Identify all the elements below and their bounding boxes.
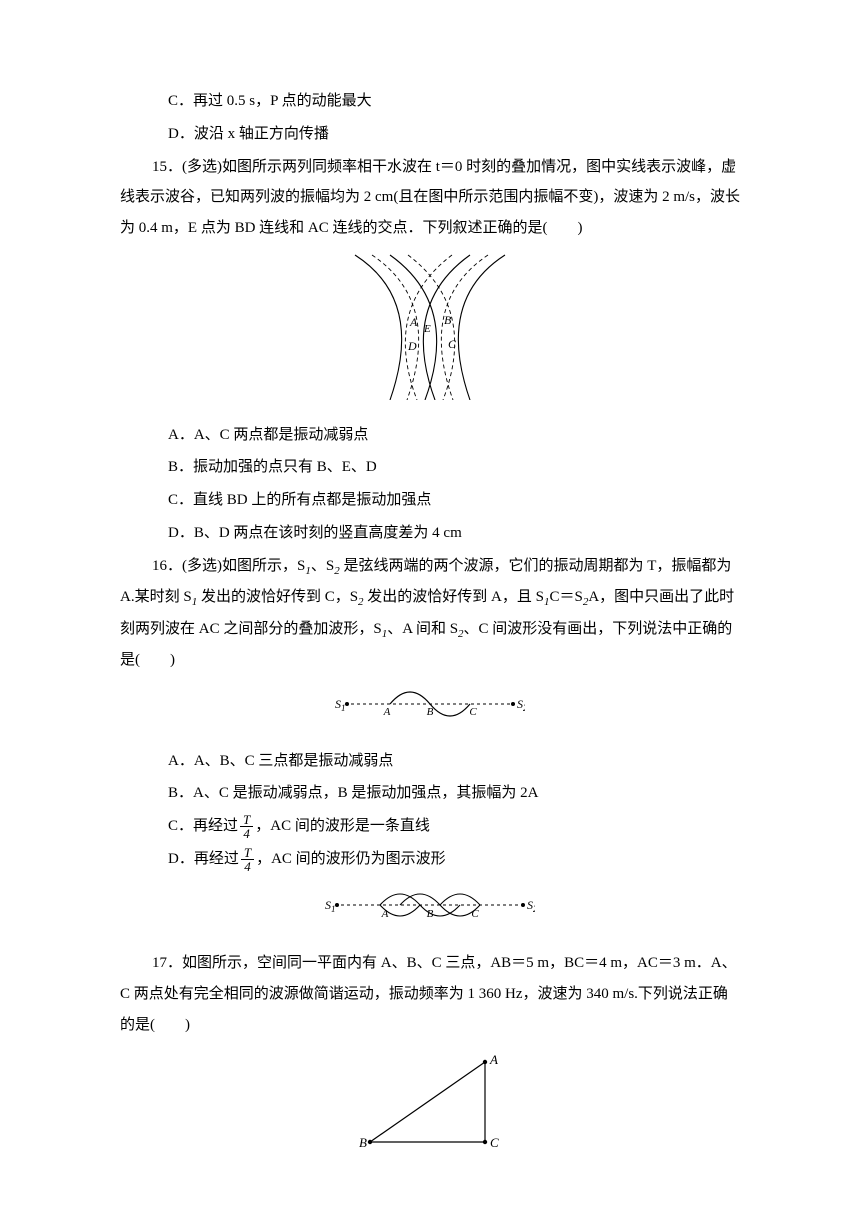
q17-figure: A B C bbox=[120, 1047, 740, 1169]
svg-text:B: B bbox=[359, 1135, 367, 1150]
svg-text:B: B bbox=[427, 908, 434, 920]
q15-stem: 15．(多选)如图所示两列同频率相干水波在 t＝0 时刻的叠加情况，图中实线表示… bbox=[120, 152, 740, 244]
q16-option-c: C．再经过T4，AC 间的波形是一条直线 bbox=[120, 811, 740, 842]
q15-option-d: D．B、D 两点在该时刻的竖直高度差为 4 cm bbox=[120, 518, 740, 549]
svg-text:A: A bbox=[409, 315, 418, 329]
q15-figure: A B E D C bbox=[120, 250, 740, 412]
svg-text:B: B bbox=[427, 706, 434, 718]
svg-text:C: C bbox=[469, 706, 477, 718]
svg-text:C: C bbox=[490, 1135, 499, 1150]
svg-text:S1: S1 bbox=[325, 898, 336, 914]
svg-text:C: C bbox=[471, 908, 479, 920]
svg-text:S1: S1 bbox=[335, 697, 346, 713]
svg-text:D: D bbox=[407, 339, 417, 353]
q16-option-a: A．A、B、C 三点都是振动减弱点 bbox=[120, 746, 740, 777]
q16-figure-2: S1 S2 A B C bbox=[120, 881, 740, 941]
q16-option-d: D．再经过T4，AC 间的波形仍为图示波形 bbox=[120, 844, 740, 875]
q17-stem: 17．如图所示，空间同一平面内有 A、B、C 三点，AB＝5 m，BC＝4 m，… bbox=[120, 948, 740, 1040]
q14-option-c: C．再过 0.5 s，P 点的动能最大 bbox=[120, 86, 740, 117]
svg-text:A: A bbox=[489, 1052, 498, 1067]
string-wave-diagram-1: S1 S2 A B C bbox=[335, 682, 525, 726]
q16-figure-1: S1 S2 A B C bbox=[120, 682, 740, 738]
q16-option-b: B．A、C 是振动减弱点，B 是振动加强点，其振幅为 2A bbox=[120, 778, 740, 809]
svg-text:A: A bbox=[381, 908, 389, 920]
triangle-diagram: A B C bbox=[345, 1047, 515, 1157]
svg-text:S2: S2 bbox=[517, 697, 525, 713]
q15-option-c: C．直线 BD 上的所有点都是振动加强点 bbox=[120, 485, 740, 516]
wave-interference-diagram: A B E D C bbox=[330, 250, 530, 400]
q14-option-d: D．波沿 x 轴正方向传播 bbox=[120, 119, 740, 150]
svg-text:B: B bbox=[444, 313, 452, 327]
q15-option-a: A．A、C 两点都是振动减弱点 bbox=[120, 420, 740, 451]
q16-stem: 16．(多选)如图所示，S1、S2 是弦线两端的两个波源，它们的振动周期都为 T… bbox=[120, 551, 740, 676]
svg-text:A: A bbox=[383, 706, 391, 718]
svg-text:E: E bbox=[423, 323, 431, 335]
string-wave-diagram-2: S1 S2 A B C bbox=[325, 881, 535, 929]
svg-text:S2: S2 bbox=[527, 898, 535, 914]
svg-text:C: C bbox=[448, 337, 457, 351]
q15-option-b: B．振动加强的点只有 B、E、D bbox=[120, 452, 740, 483]
